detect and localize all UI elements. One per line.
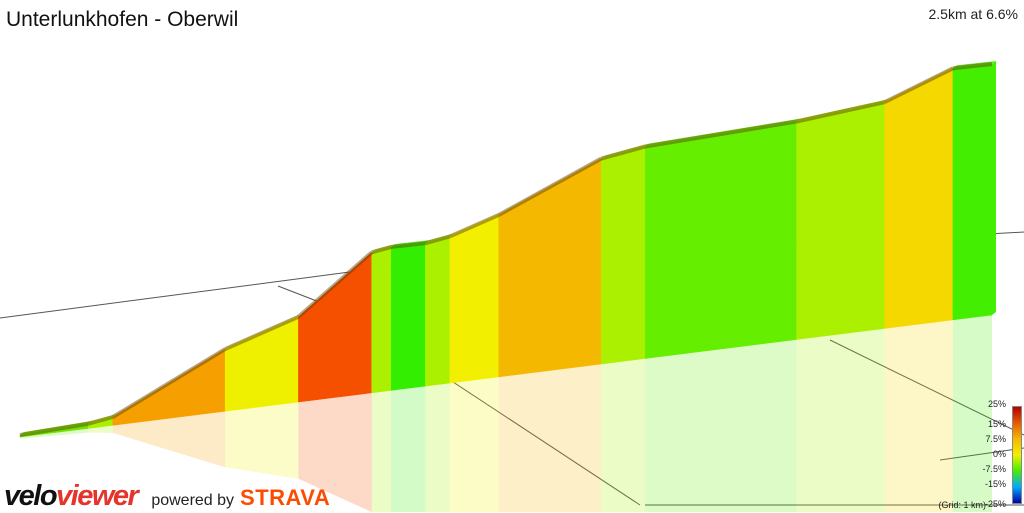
grade-segment (449, 214, 499, 384)
legend-label-neg-7-5: -7.5% (982, 464, 1006, 474)
legend-label-neg-15: -15% (984, 479, 1006, 489)
grade-segment (498, 158, 602, 378)
segment-top (425, 233, 454, 244)
segment-shadow (645, 339, 797, 512)
grade-segment (298, 251, 372, 403)
segment-top (298, 249, 376, 317)
segment-shadow (20, 428, 89, 439)
grade-segment (952, 63, 993, 321)
segment-edge (449, 213, 500, 239)
segment-top (225, 313, 303, 350)
segment-top (601, 143, 650, 159)
segment-edge (224, 314, 300, 351)
veloviewer-branding: velo viewer powered by STRAVA (4, 480, 331, 512)
grid-line (939, 447, 1024, 461)
ground-shadow (20, 315, 992, 512)
segment-top (796, 99, 889, 122)
segment-summary: 2.5km at 6.6% (928, 6, 1019, 22)
legend-label-15: 15% (987, 419, 1006, 429)
grid-line (0, 267, 381, 319)
grid-line (829, 339, 1024, 436)
segment-edge (600, 144, 646, 161)
profile-end-cap (992, 61, 996, 315)
segment-shadow (391, 386, 426, 512)
segment-edge (111, 347, 227, 419)
segment-top (371, 243, 396, 253)
segment-shadow (449, 376, 499, 512)
segment-edge (297, 250, 373, 319)
grade-segment (600, 146, 646, 365)
segment-shadow (425, 383, 450, 512)
segment-top (884, 65, 957, 103)
segment-top (112, 346, 230, 418)
segment-shadow (112, 411, 226, 468)
legend-label-neg-25: -25% (984, 499, 1006, 509)
gradient-wall (19, 63, 993, 438)
logo-velo-text: velo (4, 480, 58, 512)
grid-line (449, 379, 641, 506)
powered-by-text: powered by (151, 492, 235, 509)
segment-shadow (225, 402, 299, 479)
segment-edge (796, 100, 885, 124)
segment-edge (19, 421, 89, 437)
legend-label-25: 25% (987, 399, 1006, 409)
segment-edge (371, 245, 392, 255)
segment-shadow (88, 425, 113, 433)
segment-edge (424, 234, 451, 246)
segment-top (391, 240, 430, 247)
segment-shadow (884, 319, 953, 512)
grade-segment (390, 242, 426, 391)
grade-segment (884, 67, 954, 329)
segment-top (498, 155, 606, 215)
grade-segment (425, 236, 451, 387)
strava-logo: STRAVA (240, 485, 331, 510)
segment-edge (883, 66, 954, 104)
grade-segment (644, 121, 797, 359)
legend-label-0: 0% (992, 449, 1006, 459)
segment-shadow (952, 315, 992, 512)
segment-edge (952, 62, 993, 71)
segment-edge (390, 241, 426, 249)
segment-shadow (298, 392, 372, 512)
segment-edge (87, 415, 114, 426)
segment-top (952, 61, 996, 69)
grid-scale-note: (Grid: 1 km) (938, 500, 986, 510)
logo-viewer-text: viewer (56, 480, 139, 512)
segment-top (449, 211, 503, 237)
segment-top (20, 420, 93, 435)
segment-shadow (601, 358, 646, 512)
grade-legend-bar (1012, 406, 1022, 504)
segment-top (645, 118, 801, 147)
segment-edge (497, 156, 603, 217)
segment-shadow (796, 328, 885, 512)
legend-label-7-5: 7.5% (985, 434, 1006, 444)
grade-segment (371, 246, 392, 394)
profile-top-edge (19, 61, 996, 437)
segment-shadow (371, 390, 392, 512)
grade-segment (796, 101, 885, 340)
segment-edge (644, 119, 797, 149)
segment-shadow (498, 364, 602, 512)
segment-top (88, 414, 117, 424)
segment-title: Unterlunkhofen - Oberwil (6, 8, 239, 31)
